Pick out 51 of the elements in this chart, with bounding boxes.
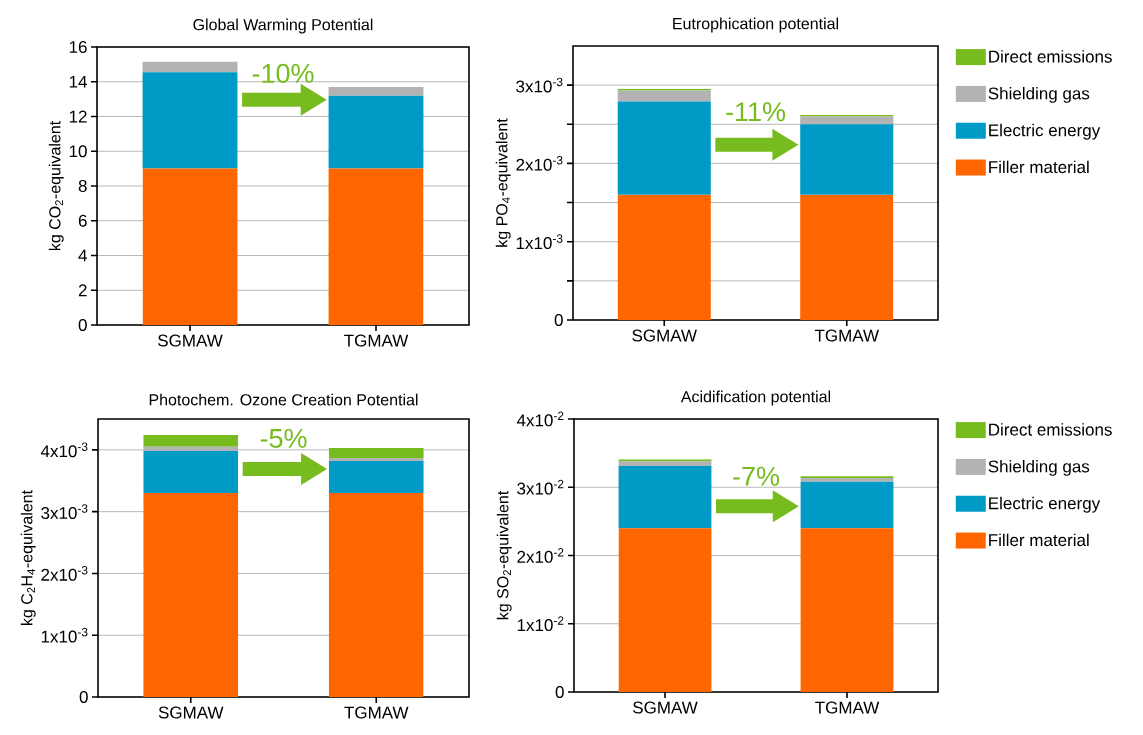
chart-title: Acidification potential xyxy=(680,390,831,406)
y-tick-label: 4 xyxy=(78,249,87,262)
x-tick-label: TGMAW xyxy=(814,329,879,342)
legend-label: Electric energy xyxy=(989,123,1101,140)
y-tick-label: 0 xyxy=(78,318,87,332)
y-tick-label: 3x10$^{-2}$ xyxy=(517,479,564,495)
y-tick-label: 2 xyxy=(78,284,87,297)
annotation: -7% xyxy=(733,466,780,486)
legend-label: Filler material xyxy=(989,160,1089,174)
annotation: -5% xyxy=(260,428,307,448)
y-tick-label: 16 xyxy=(69,40,87,54)
x-tick-label: TGMAW xyxy=(815,701,880,714)
y-axis-title: kg SO$_{2}$-equivalent xyxy=(496,490,512,620)
chart-title: Photochem. Ozone Creation Potential xyxy=(149,393,418,406)
legend-label: Filler material xyxy=(989,533,1089,547)
x-tick-label: TGMAW xyxy=(344,706,409,719)
legend-label: Direct emissions xyxy=(989,423,1112,436)
y-tick-label: 2x10$^{-2}$ xyxy=(517,548,564,563)
y-tick-label: 10 xyxy=(69,145,87,158)
x-tick-label: SGMAW xyxy=(158,706,224,719)
y-tick-label: 8 xyxy=(78,179,87,193)
y-tick-label: 1x10$^{-3}$ xyxy=(41,627,88,643)
y-axis-title: kg CO$_{2}$-equivalent xyxy=(48,120,64,251)
y-tick-label: 0 xyxy=(555,685,564,699)
chart-title: Global Warming Potential xyxy=(193,18,373,34)
chart-title: Eutrophication potential xyxy=(673,17,838,33)
y-tick-label: 3x10$^{-3}$ xyxy=(41,504,88,520)
y-tick-label: 4x10$^{-3}$ xyxy=(40,442,88,458)
y-axis-title: kg PO$_{4}$-equivalent xyxy=(495,118,511,247)
y-tick-label: 4x10$^{-2}$ xyxy=(516,411,564,427)
x-tick-label: TGMAW xyxy=(344,334,409,347)
legend-label: Shielding gas xyxy=(988,460,1090,476)
y-tick-label: 0 xyxy=(554,313,563,327)
y-tick-label: 6 xyxy=(78,214,87,227)
x-tick-label: SGMAW xyxy=(158,334,223,347)
y-tick-label: 14 xyxy=(69,75,87,88)
y-tick-label: 2x10$^{-3}$ xyxy=(516,156,563,171)
x-tick-label: SGMAW xyxy=(632,329,697,342)
y-tick-label: 1x10$^{-2}$ xyxy=(517,616,564,632)
legend-label: Electric energy xyxy=(989,496,1101,513)
y-tick-label: 1x10$^{-3}$ xyxy=(516,234,563,250)
x-tick-label: SGMAW xyxy=(633,701,698,714)
y-tick-label: 3x10$^{-3}$ xyxy=(516,77,563,93)
y-tick-label: 12 xyxy=(69,110,87,123)
y-tick-label: 2x10$^{-3}$ xyxy=(41,566,88,581)
legend-label: Direct emissions xyxy=(989,50,1112,63)
legend-label: Shielding gas xyxy=(988,87,1090,103)
y-tick-label: 0 xyxy=(79,690,88,704)
y-axis-title: kg C$_{2}$H$_{4}$-equivalent xyxy=(20,490,36,625)
annotation: -11% xyxy=(726,102,786,122)
annotation: -10% xyxy=(252,63,314,83)
